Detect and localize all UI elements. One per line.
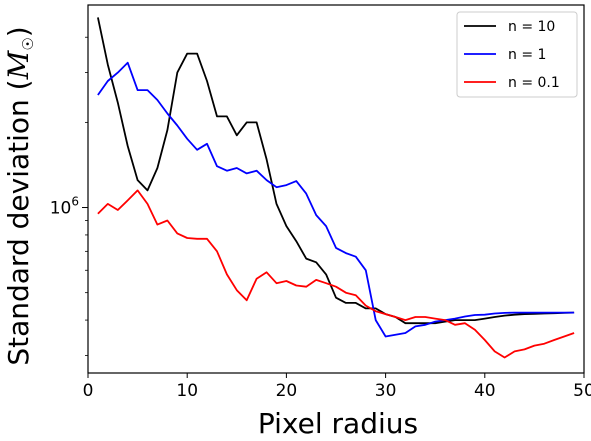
legend-label-1: n = 1 (508, 47, 546, 63)
y-axis-label-text: Standard deviation (2, 90, 35, 365)
x-axis-label: Pixel radius (258, 407, 418, 440)
legend-box (456, 11, 578, 98)
y-axis-label-close-paren: ) (2, 26, 35, 37)
plot-lines (97, 17, 575, 359)
y-axis: 106 (50, 36, 88, 356)
y-axis-label: Standard deviation (M☉) (2, 26, 37, 365)
series-line-0 (97, 17, 575, 325)
x-tick-label: 20 (276, 381, 298, 401)
series-line-2 (97, 189, 575, 359)
y-tick-label: 106 (50, 195, 79, 219)
legend-label-2: n = 0.1 (508, 75, 560, 91)
x-tick-label: 40 (474, 381, 496, 401)
legend-label-0: n = 10 (508, 19, 555, 35)
y-axis-label-open-paren: ( (2, 79, 35, 90)
legend: n = 10 n = 1 n = 0.1 (456, 11, 578, 98)
y-axis-label-symbol: M (2, 49, 35, 80)
x-tick-label: 10 (176, 381, 198, 401)
plot-frame (87, 4, 585, 374)
x-axis: 0 10 20 30 40 50 (83, 373, 591, 401)
x-tick-label: 50 (573, 381, 591, 401)
x-tick-label: 0 (83, 381, 94, 401)
y-axis-label-subscript: ☉ (19, 37, 37, 50)
series-line-1 (97, 61, 575, 338)
x-tick-label: 30 (375, 381, 397, 401)
